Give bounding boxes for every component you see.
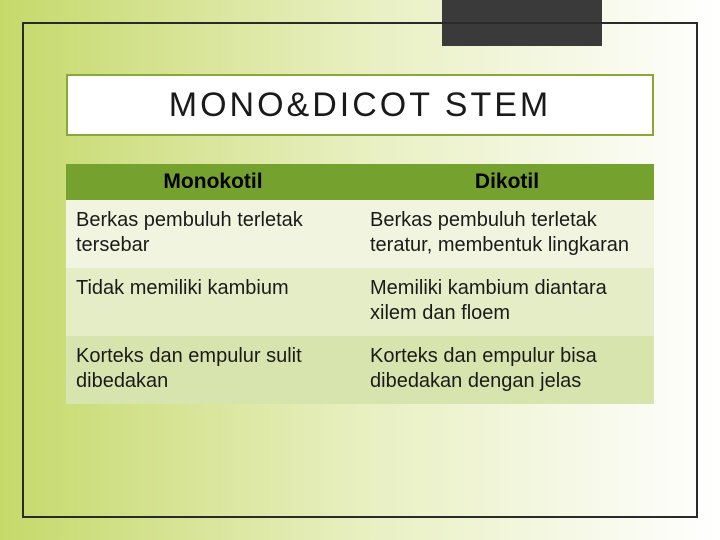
table-header-monokotil: Monokotil xyxy=(66,164,360,200)
slide-title: MONO&DICOT STEM xyxy=(169,86,552,125)
title-container: MONO&DICOT STEM xyxy=(66,74,654,136)
table-cell: Berkas pembuluh terletak tersebar xyxy=(66,200,360,268)
table-header-dikotil: Dikotil xyxy=(360,164,654,200)
slide-frame: MONO&DICOT STEM Monokotil Dikotil Berkas… xyxy=(22,22,698,518)
comparison-table: Monokotil Dikotil Berkas pembuluh terlet… xyxy=(66,164,654,404)
table-cell: Berkas pembuluh terletak teratur, memben… xyxy=(360,200,654,268)
table-cell: Memiliki kambium diantara xilem dan floe… xyxy=(360,268,654,336)
table-cell: Korteks dan empulur sulit dibedakan xyxy=(66,336,360,404)
table-cell: Tidak memiliki kambium xyxy=(66,268,360,336)
table-cell: Korteks dan empulur bisa dibedakan denga… xyxy=(360,336,654,404)
